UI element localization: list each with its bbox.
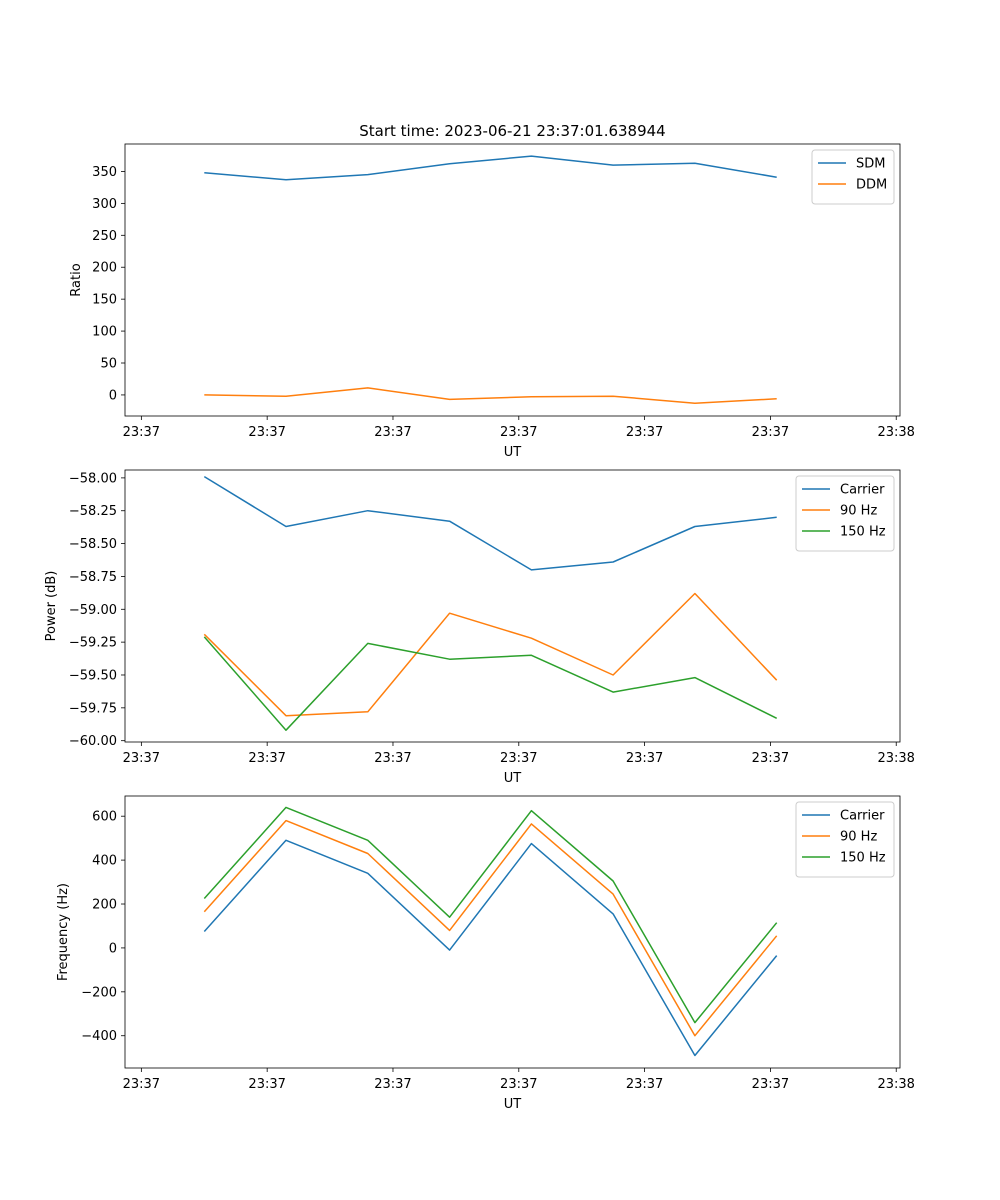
subplot-3: 23:37 23:37 23:37 23:37 23:37 23:37 23:38 −400 −…	[56, 795, 915, 1112]
subplot-1: 23:37 23:37 23:37 23:37 23:37 23:37 23:38 0 50 10…	[69, 143, 915, 460]
y-tick-label: 200	[92, 261, 117, 276]
series-line-1-2	[204, 387, 777, 404]
chart-title: Start time: 2023-06-21 23:37:01.638944	[359, 122, 665, 140]
y-tick-label: −60.00	[69, 734, 117, 749]
y-tick-label: 200	[92, 898, 117, 913]
subplot-2: 23:37 23:37 23:37 23:37 23:37 23:37 23:38 −60.0…	[44, 469, 915, 786]
legend-label: SDM	[856, 157, 885, 172]
legend-label: 90 Hz	[840, 830, 877, 845]
y-tick-label: 150	[92, 293, 117, 308]
chart-panels: 23:37 23:37 23:37 23:37 23:37 23:37 23:38 0 50 10…	[44, 143, 915, 1112]
legend-label: Carrier	[840, 483, 885, 498]
x-tick-label: 23:37	[374, 1077, 411, 1092]
x-tick-label: 23:37	[752, 425, 789, 440]
x-tick-label: 23:37	[248, 425, 285, 440]
x-tick-label: 23:37	[626, 1077, 663, 1092]
x-tick-label: 23:38	[877, 1077, 914, 1092]
y-tick-label: −200	[81, 985, 117, 1000]
y-tick-label: 250	[92, 229, 117, 244]
x-tick-label: 23:37	[752, 751, 789, 766]
legend-label: 150 Hz	[840, 525, 886, 540]
x-tick-label: 23:37	[374, 425, 411, 440]
y-axis-label: Frequency (Hz)	[56, 883, 71, 981]
x-tick-label: 23:37	[500, 425, 537, 440]
series-line-1-1	[204, 155, 777, 181]
series-line-3-2	[203, 819, 778, 1037]
legend-box	[795, 801, 895, 878]
x-tick-label: 23:37	[500, 1077, 537, 1092]
x-tick-label: 23:37	[248, 751, 285, 766]
y-tick-label: 100	[92, 325, 117, 340]
y-tick-label: −59.00	[69, 603, 117, 618]
x-tick-label: 23:37	[500, 751, 537, 766]
y-tick-label: −58.50	[69, 537, 117, 552]
y-tick-label: 350	[92, 165, 117, 180]
y-tick-label: 50	[100, 357, 117, 372]
x-tick-label: 23:37	[248, 1077, 285, 1092]
legend: Carrier 90 Hz 150 Hz	[795, 801, 895, 878]
x-tick-label: 23:37	[123, 751, 160, 766]
y-tick-label: −59.25	[69, 636, 117, 651]
legend-label: 150 Hz	[840, 851, 886, 866]
y-tick-label: 300	[92, 197, 117, 212]
legend: SDM DDM	[811, 149, 895, 205]
x-tick-label: 23:37	[626, 425, 663, 440]
y-tick-label: −59.75	[69, 701, 117, 716]
x-tick-label: 23:37	[752, 1077, 789, 1092]
y-tick-label: −58.00	[69, 471, 117, 486]
y-tick-label: 0	[109, 941, 117, 956]
axes-frame	[124, 795, 901, 1069]
y-axis-label: Ratio	[69, 263, 84, 296]
legend-label: DDM	[856, 178, 887, 193]
x-tick-label: 23:37	[374, 751, 411, 766]
x-axis-label: UT	[504, 771, 522, 786]
x-tick-label: 23:37	[123, 1077, 160, 1092]
legend-label: 90 Hz	[840, 504, 877, 519]
y-axis-label: Power (dB)	[44, 571, 59, 642]
series-line-2-3	[203, 636, 778, 731]
axes-frame	[124, 469, 901, 743]
y-tick-label: 600	[92, 810, 117, 825]
series-line-3-3	[203, 806, 778, 1024]
series-line-3-1	[203, 839, 778, 1057]
x-axis-label: UT	[504, 445, 522, 460]
x-tick-label: 23:38	[877, 751, 914, 766]
x-tick-label: 23:37	[123, 425, 160, 440]
y-tick-label: −59.50	[69, 668, 117, 683]
y-tick-label: −58.25	[69, 504, 117, 519]
legend: Carrier 90 Hz 150 Hz	[795, 475, 895, 552]
legend-box	[795, 475, 895, 552]
legend-label: Carrier	[840, 809, 885, 824]
y-tick-label: −58.75	[69, 570, 117, 585]
y-tick-label: 400	[92, 854, 117, 869]
x-tick-label: 23:38	[877, 425, 914, 440]
axes-frame	[124, 143, 901, 417]
x-tick-label: 23:37	[626, 751, 663, 766]
y-tick-label: −400	[81, 1029, 117, 1044]
y-tick-label: 0	[109, 388, 117, 403]
x-axis-label: UT	[504, 1097, 522, 1112]
series-line-2-1	[203, 475, 777, 571]
